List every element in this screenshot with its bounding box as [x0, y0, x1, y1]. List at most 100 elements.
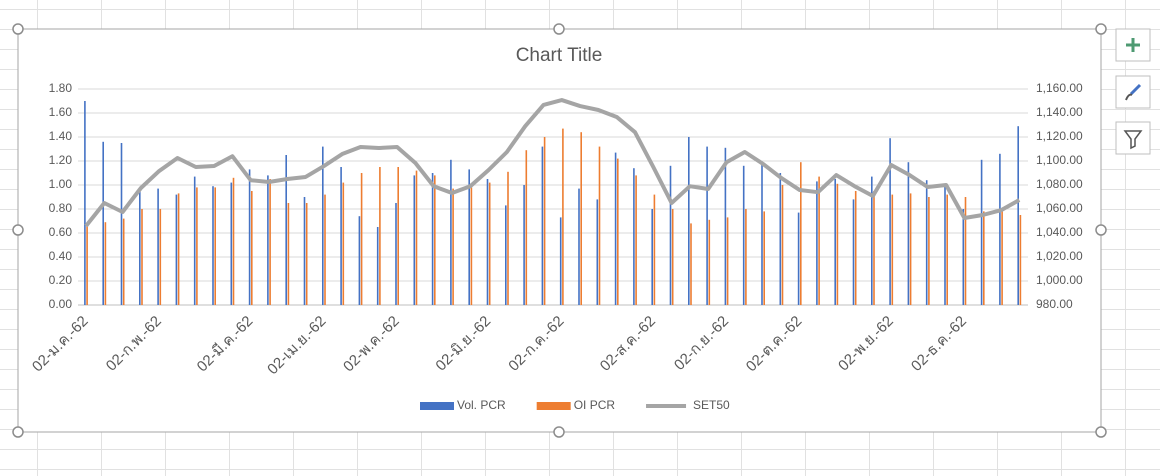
y2-tick-label: 1,080.00 — [1036, 177, 1083, 191]
y2-tick-label: 1,120.00 — [1036, 129, 1083, 143]
bar — [962, 209, 965, 305]
bar — [562, 128, 564, 305]
bar — [379, 167, 381, 305]
y2-tick-label: 1,060.00 — [1036, 201, 1083, 215]
bar — [450, 159, 452, 305]
bar — [816, 181, 818, 305]
bar — [397, 167, 399, 305]
bar — [651, 209, 653, 305]
bar — [1017, 126, 1019, 305]
bar — [726, 217, 729, 305]
bar — [928, 197, 930, 305]
bar — [671, 209, 674, 305]
bar — [617, 158, 619, 305]
y2-tick-label: 1,140.00 — [1036, 105, 1083, 119]
bar — [212, 186, 214, 305]
chart-filters-button[interactable] — [1115, 121, 1151, 155]
bar — [742, 165, 745, 305]
bar — [761, 163, 763, 305]
bar — [360, 173, 363, 305]
y-tick-label: 1.60 — [49, 105, 73, 119]
bar — [193, 176, 196, 305]
bar — [724, 147, 727, 305]
bar — [486, 179, 489, 305]
bar — [983, 211, 985, 305]
bar — [395, 203, 397, 305]
bar — [598, 146, 601, 305]
bar — [488, 182, 491, 305]
bar — [925, 180, 928, 305]
bar — [214, 187, 216, 305]
bar — [596, 199, 599, 305]
legend-label: Vol. PCR — [457, 398, 506, 412]
bar — [690, 223, 692, 305]
bar — [834, 179, 836, 305]
legend-swatch — [536, 402, 571, 410]
bar — [175, 194, 178, 305]
bar — [287, 203, 290, 305]
bar — [559, 217, 562, 305]
y-tick-label: 0.00 — [49, 297, 73, 311]
bar — [84, 101, 86, 305]
bar — [999, 153, 1001, 305]
bar — [340, 167, 342, 305]
bar — [434, 175, 436, 305]
bar — [267, 175, 269, 305]
y-tick-label: 0.80 — [49, 201, 73, 215]
bar — [688, 137, 690, 305]
bar — [141, 209, 143, 305]
bar — [376, 227, 379, 305]
bar — [818, 176, 820, 305]
bar — [232, 177, 235, 305]
bar — [269, 179, 271, 305]
bar — [980, 159, 983, 305]
bar — [86, 225, 88, 305]
bar — [763, 211, 765, 305]
bar — [779, 173, 782, 305]
bar — [708, 219, 711, 305]
bar — [836, 183, 839, 305]
bar — [543, 137, 546, 305]
bar — [413, 175, 416, 305]
bar — [139, 191, 141, 305]
bar — [580, 132, 582, 305]
y2-tick-label: 1,100.00 — [1036, 153, 1083, 167]
y-tick-label: 0.60 — [49, 225, 73, 239]
bar — [196, 187, 198, 305]
bar — [873, 191, 875, 305]
chart-styles-button[interactable] — [1115, 75, 1151, 109]
bar — [523, 185, 525, 305]
bar — [303, 197, 306, 305]
y2-tick-label: 980.00 — [1036, 297, 1073, 311]
y-tick-label: 1.20 — [49, 153, 73, 167]
bar — [964, 197, 967, 305]
bar — [944, 185, 946, 305]
bar — [578, 188, 580, 305]
bar — [505, 205, 507, 305]
chart-frame — [17, 28, 1102, 433]
bar — [871, 176, 873, 305]
resize-handles[interactable] — [12, 23, 1107, 438]
bar — [800, 162, 802, 305]
bar — [909, 193, 912, 305]
bar — [633, 168, 635, 305]
y-tick-label: 1.40 — [49, 129, 73, 143]
bar — [324, 194, 326, 305]
y2-tick-label: 1,160.00 — [1036, 81, 1083, 95]
chart-elements-button[interactable] — [1115, 28, 1151, 62]
bar — [285, 155, 287, 305]
legend-label: OI PCR — [574, 398, 616, 412]
bar — [669, 165, 672, 305]
bar — [157, 188, 159, 305]
y2-tick-label: 1,000.00 — [1036, 273, 1083, 287]
bar — [541, 146, 544, 305]
bar — [230, 182, 233, 305]
bar — [525, 150, 528, 305]
line-series — [84, 98, 1021, 228]
bar — [507, 171, 509, 305]
bar — [635, 175, 637, 305]
bar — [797, 212, 800, 305]
bar — [1001, 209, 1003, 305]
y-tick-label: 0.40 — [49, 249, 73, 263]
